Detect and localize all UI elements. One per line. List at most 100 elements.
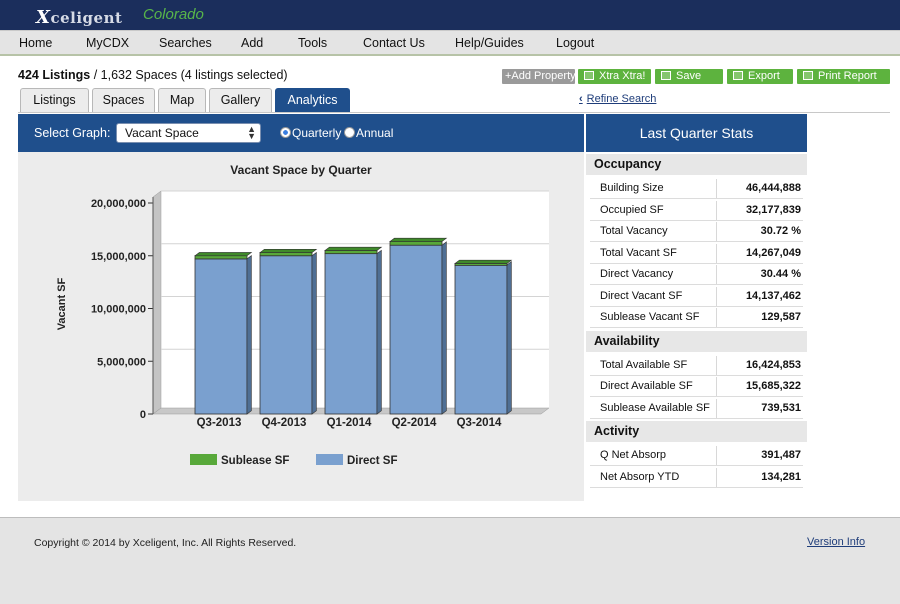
export-button[interactable]: Export — [727, 69, 793, 84]
refine-search-link[interactable]: ‹ Refine Search — [579, 93, 657, 105]
newspaper-icon — [584, 71, 594, 80]
bar-direct-side — [311, 251, 317, 415]
y-axis-label: Vacant SF — [56, 277, 68, 330]
nav-help-guides[interactable]: Help/Guides — [455, 36, 524, 50]
bar-direct-q4-2013 — [259, 255, 313, 415]
stat-label: Direct Vacant SF — [600, 289, 683, 302]
stat-underline — [590, 465, 803, 466]
nav-tools[interactable]: Tools — [298, 36, 328, 50]
stat-value: 129,587 — [761, 311, 801, 323]
graph-toolbar: Select Graph: Vacant Space ▲ ▼ Quarterly A… — [18, 114, 584, 152]
stat-row: Direct Available SF 15,685,322 — [586, 376, 807, 397]
bar-sublease-top — [259, 248, 318, 253]
stat-row: Total Vacancy 30.72 % — [586, 221, 807, 242]
nav-contact-us[interactable]: Contact Us — [363, 36, 425, 50]
tab-map[interactable]: Map — [158, 88, 206, 113]
stat-row: Q Net Absorp 391,487 — [586, 445, 807, 466]
stat-label: Net Absorp YTD — [600, 470, 680, 483]
stat-value: 391,487 — [761, 449, 801, 461]
legend-sublease-swatch — [190, 454, 217, 465]
bar-sublease-q2-2014 — [389, 241, 443, 246]
listing-summary: 424 Listings / 1,632 Spaces (4 listings … — [18, 68, 288, 82]
nav-home[interactable]: Home — [19, 36, 53, 50]
stat-divider — [716, 308, 717, 327]
stat-underline — [590, 241, 803, 242]
stat-underline — [590, 374, 803, 376]
bar-direct-q3-2013 — [194, 258, 248, 415]
stat-underline — [590, 262, 803, 264]
y-tick-label: 10,000,000 — [91, 304, 146, 316]
floppy-disk-icon — [661, 71, 671, 80]
chart-title: Vacant Space by Quarter — [230, 163, 372, 177]
tab-spaces[interactable]: Spaces — [92, 88, 155, 113]
tab-divider — [18, 112, 890, 113]
quarterly-label: Quarterly — [292, 126, 342, 140]
top-bar: Xceligent Colorado — [0, 0, 900, 30]
xceligent-logo[interactable]: Xceligent — [36, 7, 123, 28]
stat-value: 32,177,839 — [745, 203, 801, 216]
x-tick-label: Q3-2014 — [457, 417, 502, 429]
bar-direct-side — [506, 260, 512, 415]
printer-icon — [803, 71, 813, 80]
stats-section-occupancy: Occupancy — [586, 154, 807, 175]
stat-row: Net Absorp YTD 134,281 — [586, 467, 807, 488]
y-tick-label: 5,000,000 — [97, 356, 146, 368]
stat-row: Total Vacant SF 14,267,049 — [586, 243, 807, 264]
bar-direct-side — [246, 255, 252, 415]
add-property-button[interactable]: +Add Property — [502, 69, 576, 84]
stat-label: Direct Vacancy — [600, 268, 674, 280]
stat-divider — [716, 446, 717, 465]
version-info-link[interactable]: Version Info — [807, 536, 866, 548]
bar-sublease-top — [194, 252, 253, 257]
stat-underline — [590, 327, 803, 328]
stat-label: Direct Available SF — [600, 380, 693, 392]
x-tick-label: Q3-2013 — [197, 417, 242, 429]
stat-divider — [716, 377, 717, 396]
bar-sublease-top — [389, 237, 448, 242]
tab-gallery[interactable]: Gallery — [209, 88, 272, 113]
bar-direct-side — [376, 249, 382, 415]
x-tick-label: Q4-2013 — [262, 417, 307, 429]
stat-row: Direct Vacant SF 14,137,462 — [586, 286, 807, 307]
stat-value: 30.44 % — [760, 268, 801, 280]
download-icon — [733, 71, 743, 80]
stat-underline — [590, 396, 803, 397]
print-report-button[interactable]: Print Report — [797, 69, 890, 84]
bar-direct-side — [441, 241, 447, 415]
stat-value: 16,424,853 — [745, 358, 801, 371]
stat-divider — [716, 398, 717, 418]
stat-value: 15,685,322 — [745, 380, 801, 392]
stat-label: Occupied SF — [600, 203, 664, 216]
save-button[interactable]: Save — [655, 69, 723, 84]
stat-underline — [590, 219, 803, 221]
bar-sublease-q4-2013 — [259, 252, 313, 257]
bar-sublease-q1-2014 — [324, 250, 378, 255]
stat-divider — [716, 243, 717, 263]
graph-type-select[interactable]: Vacant Space ▲ ▼ — [116, 123, 261, 143]
stat-underline — [590, 305, 803, 307]
chart-panel: Vacant Space by Quarter Vacant SF 0 5,000,0… — [18, 152, 584, 501]
xtra-xtra-button[interactable]: Xtra Xtra! — [578, 69, 651, 84]
nav-mycdx[interactable]: MyCDX — [86, 36, 130, 50]
tab-listings[interactable]: Listings — [20, 88, 89, 113]
tab-analytics[interactable]: Analytics — [275, 88, 350, 113]
stat-divider — [716, 286, 717, 306]
stat-underline — [590, 486, 803, 488]
bar-sublease-top — [324, 246, 383, 251]
chevron-left-icon: ‹ — [579, 93, 583, 105]
annual-radio[interactable] — [344, 127, 355, 138]
bar-sublease-top — [454, 259, 513, 264]
vacant-space-chart: Vacant Space by Quarter Vacant SF 0 5,000,0… — [56, 163, 550, 467]
quarterly-radio[interactable] — [280, 127, 291, 138]
stat-value: 739,531 — [761, 401, 801, 414]
stat-label: Total Vacancy — [600, 225, 668, 237]
stat-divider — [716, 222, 717, 241]
stat-value: 134,281 — [761, 470, 801, 483]
legend-direct-label: Direct SF — [347, 455, 398, 467]
nav-add[interactable]: Add — [241, 36, 264, 50]
nav-searches[interactable]: Searches — [159, 36, 212, 50]
stat-label: Sublease Available SF — [600, 401, 710, 414]
nav-logout[interactable]: Logout — [556, 36, 595, 50]
stat-underline — [590, 198, 803, 199]
copyright-text: Copyright © 2014 by Xceligent, Inc. All … — [34, 537, 297, 549]
